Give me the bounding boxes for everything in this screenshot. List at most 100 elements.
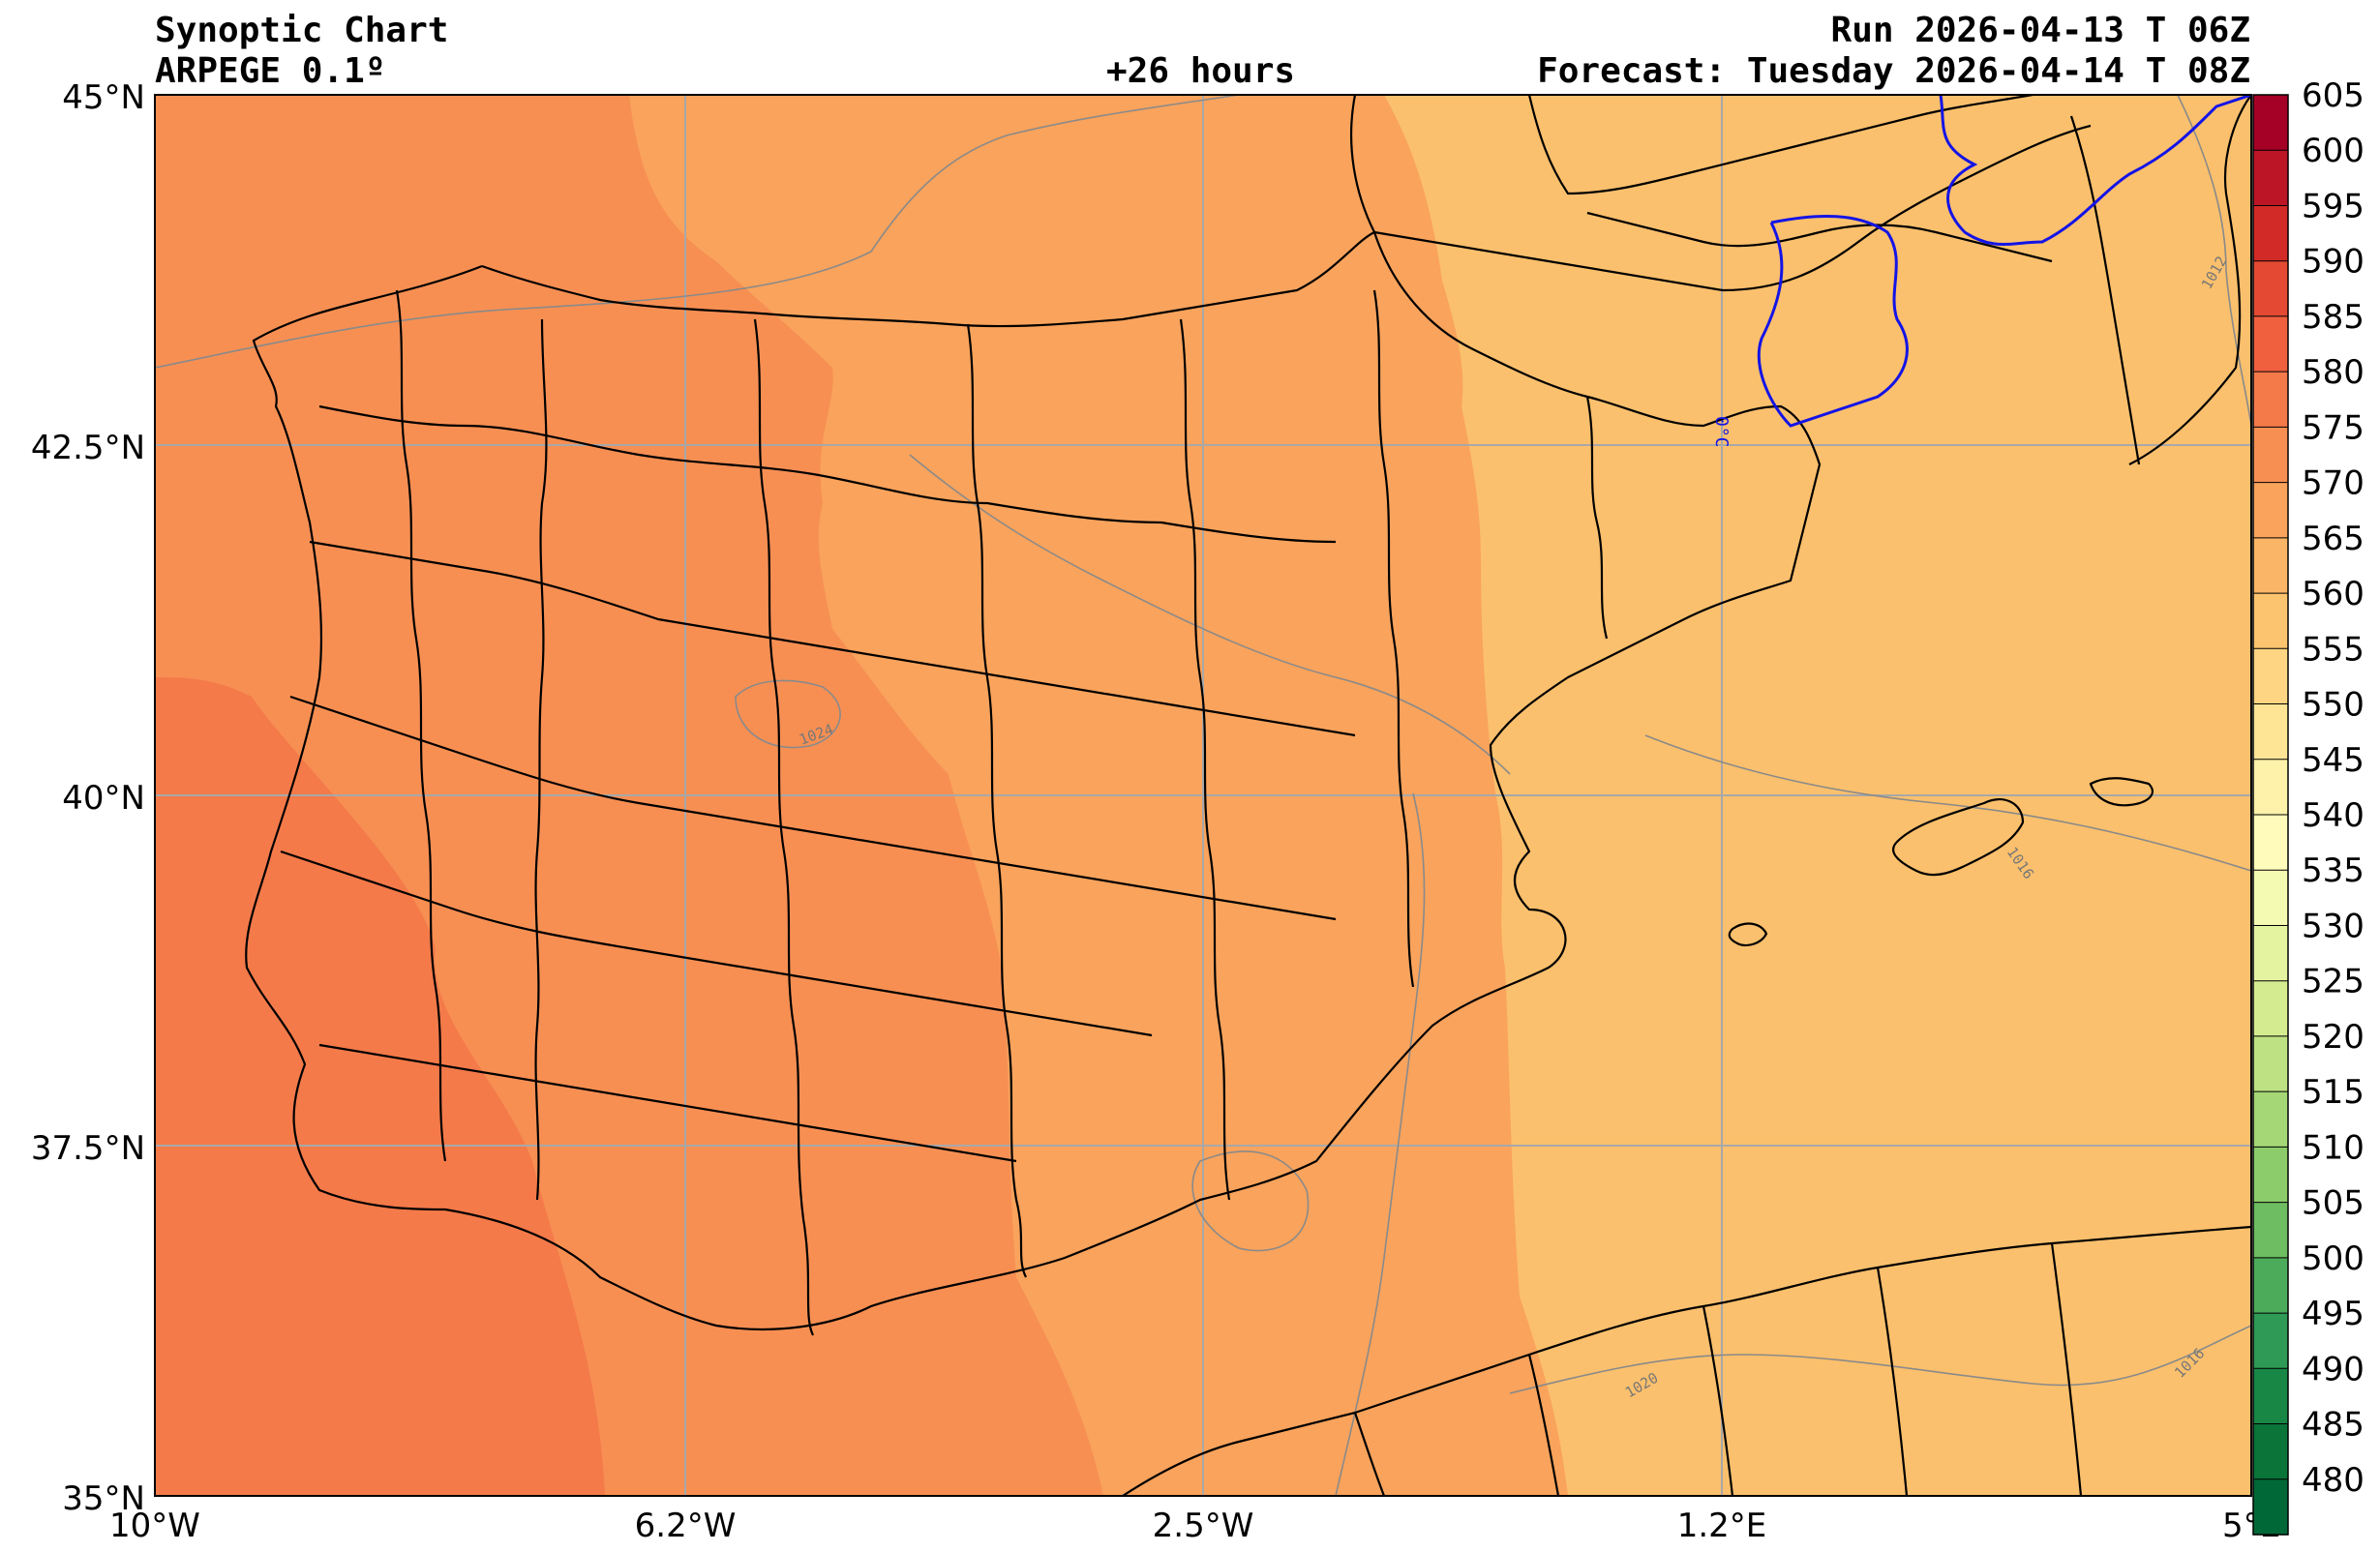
colorbar-swatch (2253, 427, 2288, 484)
colorbar-label: 530 (2302, 907, 2365, 945)
lon-tick-label: 10°W (109, 1507, 200, 1545)
colorbar-swatch (2253, 205, 2288, 262)
colorbar-swatch (2253, 1423, 2288, 1480)
colorbar-label: 485 (2302, 1406, 2365, 1445)
admin-border (289, 695, 1337, 921)
colorbar-label: 550 (2302, 686, 2365, 725)
admin-border (966, 323, 1027, 1278)
chart-title: Synoptic Chart (155, 11, 449, 50)
lead-time: +26 hours (1106, 51, 1296, 91)
colorbar-swatch (2253, 925, 2288, 982)
admin-border (534, 318, 548, 1201)
colorbar-label: 515 (2302, 1073, 2365, 1112)
colorbar-swatch (2253, 315, 2288, 373)
lon-tick-label: 1.2°E (1677, 1507, 1767, 1545)
coastline-iberia (245, 95, 1822, 1330)
colorbar-swatch (2253, 150, 2288, 207)
admin-border (2128, 95, 2251, 465)
colorbar-swatch (2253, 759, 2288, 816)
colorbar-label: 575 (2302, 408, 2365, 447)
admin-border (1353, 1242, 2083, 1496)
coastline-menorca (2089, 777, 2154, 807)
colorbar-label: 570 (2302, 464, 2365, 503)
colorbar-label: 565 (2302, 520, 2365, 558)
colorbar-frame (2252, 94, 2289, 1536)
colorbar-swatch (2253, 815, 2288, 871)
admin-border (2069, 115, 2141, 465)
colorbar-label: 585 (2302, 298, 2365, 337)
colorbar-swatch (2253, 980, 2288, 1037)
colorbar-swatch (2253, 870, 2288, 927)
coastline-north (481, 231, 1375, 328)
isobar (735, 679, 841, 749)
isobar (1644, 734, 2251, 872)
lat-tick-label: 35°N (62, 1479, 145, 1518)
isobar (909, 454, 1511, 775)
colorbar-swatch (2253, 703, 2288, 761)
colorbar-swatch (2253, 1313, 2288, 1369)
colorbar-swatch (2253, 1035, 2288, 1092)
admin-border (1585, 396, 1609, 640)
lat-tick-label: 42.5°N (31, 429, 145, 467)
admin-border (395, 289, 447, 1162)
coastline-mallorca (1892, 798, 2025, 877)
isobar-lines (155, 95, 2251, 1496)
colorbar-label: 605 (2302, 76, 2365, 115)
colorbar-label: 540 (2302, 796, 2365, 835)
map-plot-area: 1024 1016 1012 1016 1020 0°C (155, 95, 2251, 1496)
lon-tick-label: 6.2°W (635, 1507, 737, 1545)
admin-border (1179, 318, 1231, 1201)
coastline-africa (1122, 1225, 2251, 1496)
colorbar-label: 525 (2302, 963, 2365, 1001)
colorbar-label: 520 (2302, 1018, 2365, 1057)
admin-border (1527, 95, 2034, 195)
colorbar-label: 535 (2302, 851, 2365, 890)
colorbar-label: 600 (2302, 132, 2365, 170)
freezing-level-line (1757, 95, 2251, 428)
plot-frame (154, 94, 2252, 1497)
colorbar-label: 505 (2302, 1184, 2365, 1223)
colorbar-swatch (2253, 1368, 2288, 1425)
colorbar-swatch (2253, 537, 2288, 594)
colorbar-label: 510 (2302, 1128, 2365, 1167)
admin-border (280, 850, 1153, 1037)
lon-tick-label: 2.5°W (1153, 1507, 1254, 1545)
colorbar-label: 480 (2302, 1461, 2365, 1500)
colorbar-swatch (2253, 1202, 2288, 1259)
colorbar-swatch (2253, 1091, 2288, 1148)
admin-border (1372, 289, 1415, 988)
colorbar-label: 490 (2302, 1350, 2365, 1388)
graticule (155, 95, 2251, 1496)
colorbar-label: 495 (2302, 1295, 2365, 1333)
colorbar-label: 500 (2302, 1239, 2365, 1278)
model-name: ARPEGE 0.1º (155, 51, 386, 91)
lat-tick-label: 45°N (62, 78, 145, 117)
colorbar-swatch (2253, 260, 2288, 317)
admin-border (318, 404, 1337, 544)
isobar (2177, 95, 2251, 427)
colorbar-label: 590 (2302, 243, 2365, 282)
admin-border (1373, 124, 2092, 292)
isobar (155, 95, 1240, 369)
run-time: Run 2026-04-13 T 06Z (1830, 11, 2250, 50)
colorbar-swatch (2253, 1478, 2288, 1536)
isobar (1335, 792, 1426, 1496)
admin-border (309, 540, 1356, 737)
colorbar-label: 545 (2302, 741, 2365, 780)
colorbar-label: 560 (2302, 575, 2365, 613)
colorbar-swatch (2253, 372, 2288, 428)
colorbar-swatch (2253, 593, 2288, 649)
colorbar-swatch (2253, 1147, 2288, 1204)
colorbar-swatch (2253, 95, 2288, 151)
freezing-level-label: 0°C (1711, 416, 1732, 448)
colorbar-swatch (2253, 1257, 2288, 1314)
colorbar-label: 595 (2302, 187, 2365, 225)
coastline-ibiza (1728, 922, 1768, 947)
isobar (1509, 1325, 2251, 1394)
admin-border (1586, 211, 2053, 263)
isobar (1191, 1150, 1310, 1252)
colorbar-swatch (2253, 482, 2288, 539)
lat-tick-label: 40°N (62, 779, 145, 818)
colorbar-label: 555 (2302, 630, 2365, 669)
